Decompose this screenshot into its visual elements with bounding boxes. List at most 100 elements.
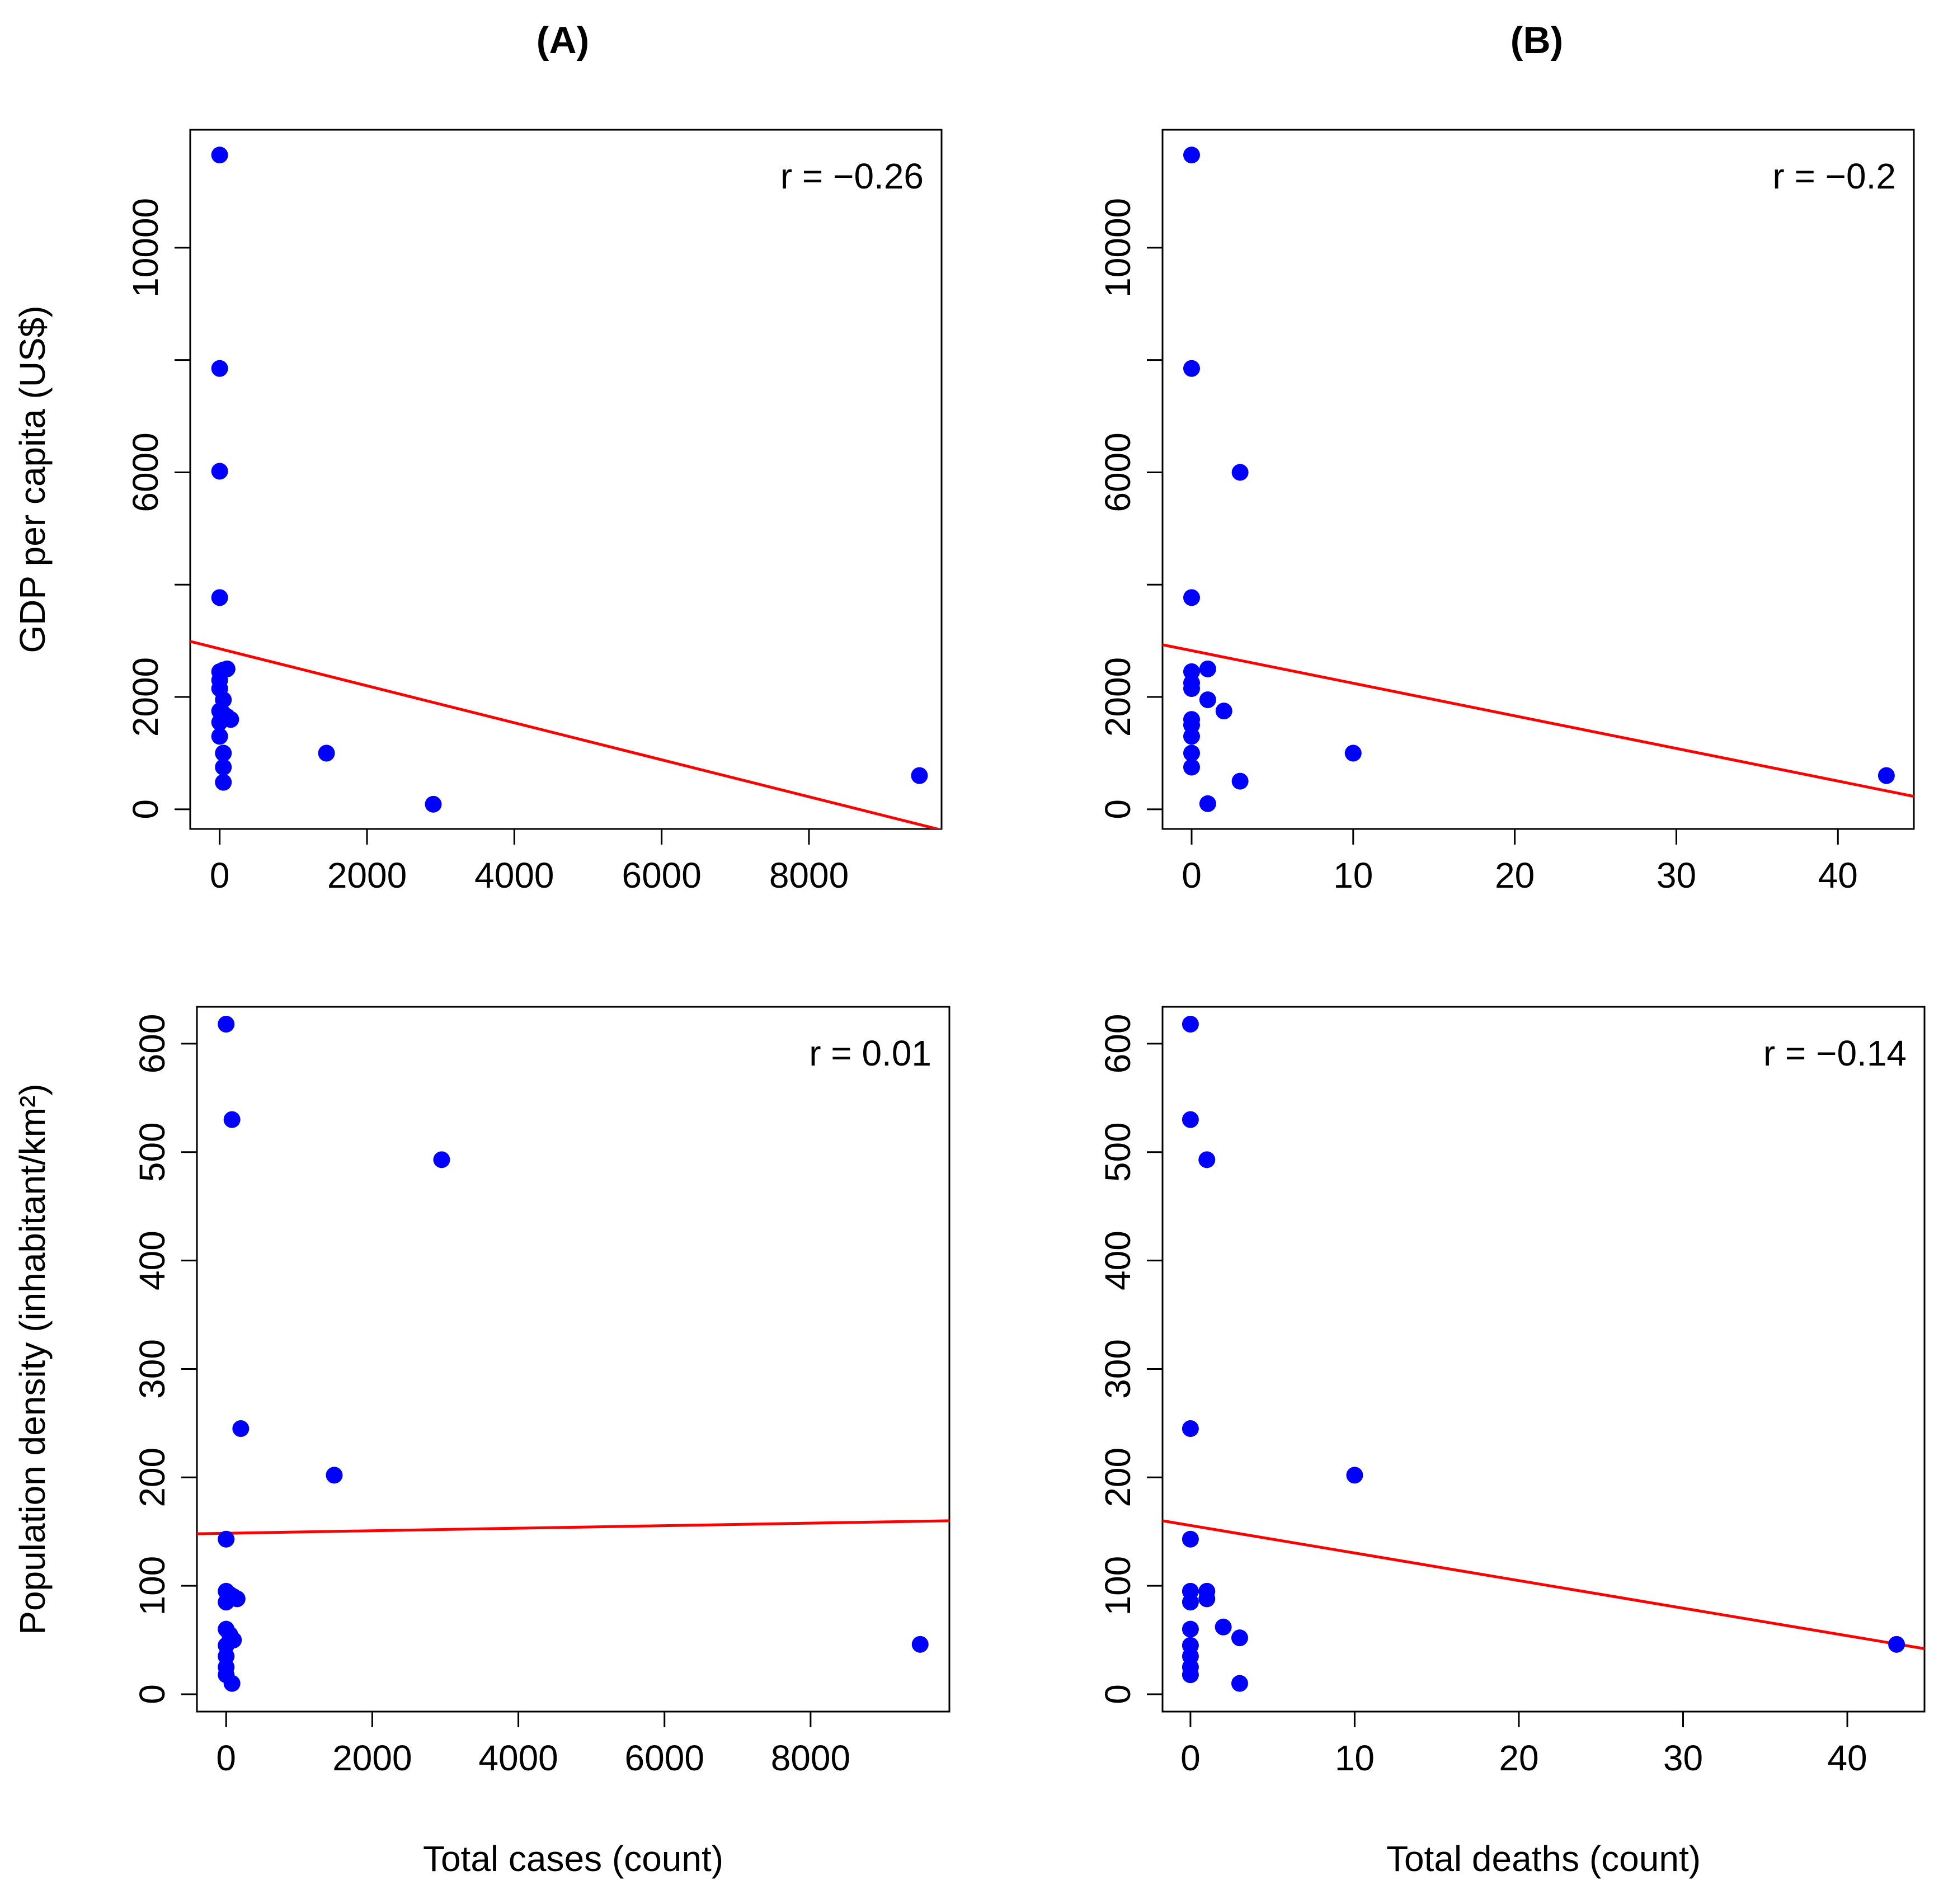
panel-gdp-vs-total-cases: 0 2000 4000 6000 8000 0 2000 6000 10000 r = −0.26…	[12, 129, 943, 896]
data-point-19	[911, 1636, 929, 1653]
y-tick-label: 6000	[1098, 432, 1138, 512]
y-tick-label: 300	[132, 1339, 172, 1399]
y-axis-title: Population density (inhabitant/km²)	[12, 1083, 53, 1634]
correlation-label: r = 0.01	[809, 1033, 931, 1073]
data-point-21	[911, 767, 928, 784]
x-tick-label: 8000	[771, 1738, 850, 1778]
x-tick-label: 0	[1180, 1738, 1201, 1778]
x-tick-label: 8000	[769, 855, 849, 896]
x-tick-label: 4000	[478, 1738, 558, 1778]
data-point-5	[1199, 660, 1216, 677]
data-point-10	[1215, 1618, 1232, 1636]
data-point-18	[1877, 767, 1895, 784]
data-point-18	[433, 1151, 450, 1168]
x-tick-label: 2000	[332, 1738, 412, 1778]
y-tick-label: 100	[1098, 1556, 1138, 1616]
data-point-1	[223, 1111, 241, 1128]
regression-line	[1163, 1519, 1924, 1651]
plot-frame	[1161, 129, 1915, 830]
x-tick-label: 0	[210, 855, 230, 896]
data-point-11	[1231, 1629, 1248, 1647]
data-point-18	[1888, 1636, 1905, 1653]
data-point-3	[1183, 589, 1200, 606]
y-tick-label: 10000	[1098, 198, 1138, 298]
data-point-16	[1231, 1675, 1248, 1692]
x-tick-label: 40	[1818, 855, 1858, 896]
y-tick-label: 0	[132, 1684, 172, 1704]
y-tick-label: 0	[1098, 799, 1138, 819]
data-point-9	[1215, 703, 1232, 720]
data-point-4	[1182, 1530, 1199, 1548]
column-title-b: (B)	[1511, 19, 1563, 62]
data-point-2	[1198, 1151, 1216, 1168]
x-tick-label: 30	[1657, 855, 1696, 896]
y-tick-label: 200	[132, 1448, 172, 1507]
x-tick-label: 10	[1335, 1738, 1375, 1778]
x-tick-label: 20	[1495, 855, 1535, 896]
y-tick-label: 0	[125, 799, 166, 819]
data-point-1	[211, 360, 228, 377]
panel-gdp-vs-total-deaths: 0 10 20 30 40 0 2000 6000 10000 r = −0.2	[1098, 129, 1915, 896]
data-point-1	[1182, 1111, 1199, 1128]
x-tick-label: 4000	[474, 855, 554, 896]
data-point-8	[218, 1594, 235, 1611]
data-point-15	[1231, 772, 1249, 790]
data-point-15	[1182, 1666, 1199, 1684]
plot-frame	[189, 129, 943, 830]
data-point-2	[1231, 464, 1249, 481]
data-point-17	[326, 1467, 343, 1484]
data-point-2	[232, 1420, 250, 1438]
correlation-label: r = −0.2	[1772, 156, 1896, 196]
y-tick-label: 500	[132, 1122, 172, 1182]
x-axis-title: Total deaths (count)	[1386, 1839, 1701, 1879]
data-point-9	[1182, 1620, 1199, 1638]
correlation-label: r = −0.26	[780, 156, 924, 196]
data-point-8	[1182, 1594, 1199, 1611]
y-tick-label: 6000	[125, 432, 166, 512]
data-point-14	[211, 714, 228, 731]
x-tick-label: 6000	[622, 855, 701, 896]
column-title-a: (A)	[537, 19, 589, 62]
y-tick-label: 2000	[1098, 657, 1138, 737]
y-tick-label: 300	[1098, 1339, 1138, 1399]
data-point-17	[215, 758, 232, 776]
x-tick-label: 40	[1827, 1738, 1867, 1778]
y-tick-label: 600	[132, 1014, 172, 1074]
regression-line	[197, 1519, 949, 1535]
data-point-1	[1183, 360, 1200, 377]
x-tick-label: 2000	[327, 855, 407, 896]
data-point-0	[211, 147, 228, 164]
data-point-3	[1182, 1420, 1199, 1438]
data-point-7	[1183, 680, 1200, 697]
data-point-2	[211, 463, 228, 480]
data-point-19	[318, 744, 335, 762]
x-tick-label: 10	[1333, 855, 1373, 896]
data-point-16	[1199, 795, 1216, 812]
y-tick-label: 0	[1098, 1684, 1138, 1704]
data-point-18	[215, 774, 232, 791]
plot-frame	[196, 1006, 950, 1713]
panel-density-vs-total-cases: 0 2000 4000 6000 8000 0 100 200 300 400 500 600 r = …	[12, 1006, 950, 1879]
data-point-3	[211, 589, 228, 606]
data-point-7	[1198, 1590, 1216, 1608]
data-point-16	[215, 744, 232, 762]
regression-line	[1163, 643, 1914, 798]
x-tick-label: 30	[1663, 1738, 1703, 1778]
data-point-0	[218, 1016, 235, 1033]
data-point-13	[1183, 744, 1200, 762]
data-point-16	[223, 1675, 241, 1692]
plot-frame	[1161, 1006, 1926, 1713]
x-tick-label: 0	[216, 1738, 236, 1778]
data-point-3	[218, 1530, 235, 1548]
y-tick-label: 500	[1098, 1122, 1138, 1182]
data-point-17	[1346, 1467, 1363, 1484]
correlation-label: r = −0.14	[1763, 1033, 1907, 1073]
y-tick-label: 10000	[125, 198, 166, 298]
y-axis-title: GDP per capita (US$)	[12, 305, 53, 653]
data-point-0	[1182, 1016, 1199, 1033]
y-tick-label: 400	[1098, 1231, 1138, 1290]
data-point-20	[425, 795, 442, 813]
y-tick-label: 600	[1098, 1014, 1138, 1074]
